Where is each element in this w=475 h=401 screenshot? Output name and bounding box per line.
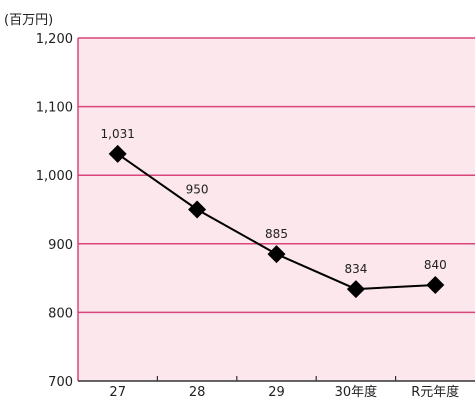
data-label: 950 (186, 183, 209, 197)
y-tick-label: 800 (48, 306, 73, 321)
y-tick-labels: 700 800 900 1,000 1,100 1,200 (36, 32, 73, 390)
y-tick-label: 900 (48, 238, 73, 253)
data-point-marker (267, 245, 286, 264)
y-tick-label: 700 (48, 375, 73, 390)
x-tick-label: 27 (109, 385, 126, 400)
data-labels: 1,031 950 885 834 840 (101, 127, 447, 276)
data-point-marker (108, 144, 127, 163)
data-point-marker (346, 280, 365, 299)
x-tick-label: R元年度 (411, 384, 459, 400)
series-layer (108, 144, 445, 299)
y-tick-label: 1,100 (36, 101, 73, 116)
x-tick-label: 28 (189, 385, 206, 400)
x-tick-labels: 27 28 29 30年度 R元年度 (109, 384, 459, 400)
data-label: 834 (344, 262, 367, 276)
x-tick-label: 29 (268, 385, 285, 400)
data-point-marker (188, 200, 207, 219)
axes (77, 38, 475, 382)
y-tick-label: 1,000 (36, 169, 73, 184)
plot-area (78, 38, 475, 381)
data-point-marker (426, 275, 445, 294)
y-tick-label: 1,200 (36, 32, 73, 47)
data-label: 1,031 (101, 127, 135, 141)
gridlines (78, 37, 475, 314)
y-axis-unit-label: (百万円) (4, 13, 53, 28)
data-label: 840 (424, 258, 447, 272)
data-label: 885 (265, 227, 288, 241)
x-tick-label: 30年度 (335, 384, 378, 400)
